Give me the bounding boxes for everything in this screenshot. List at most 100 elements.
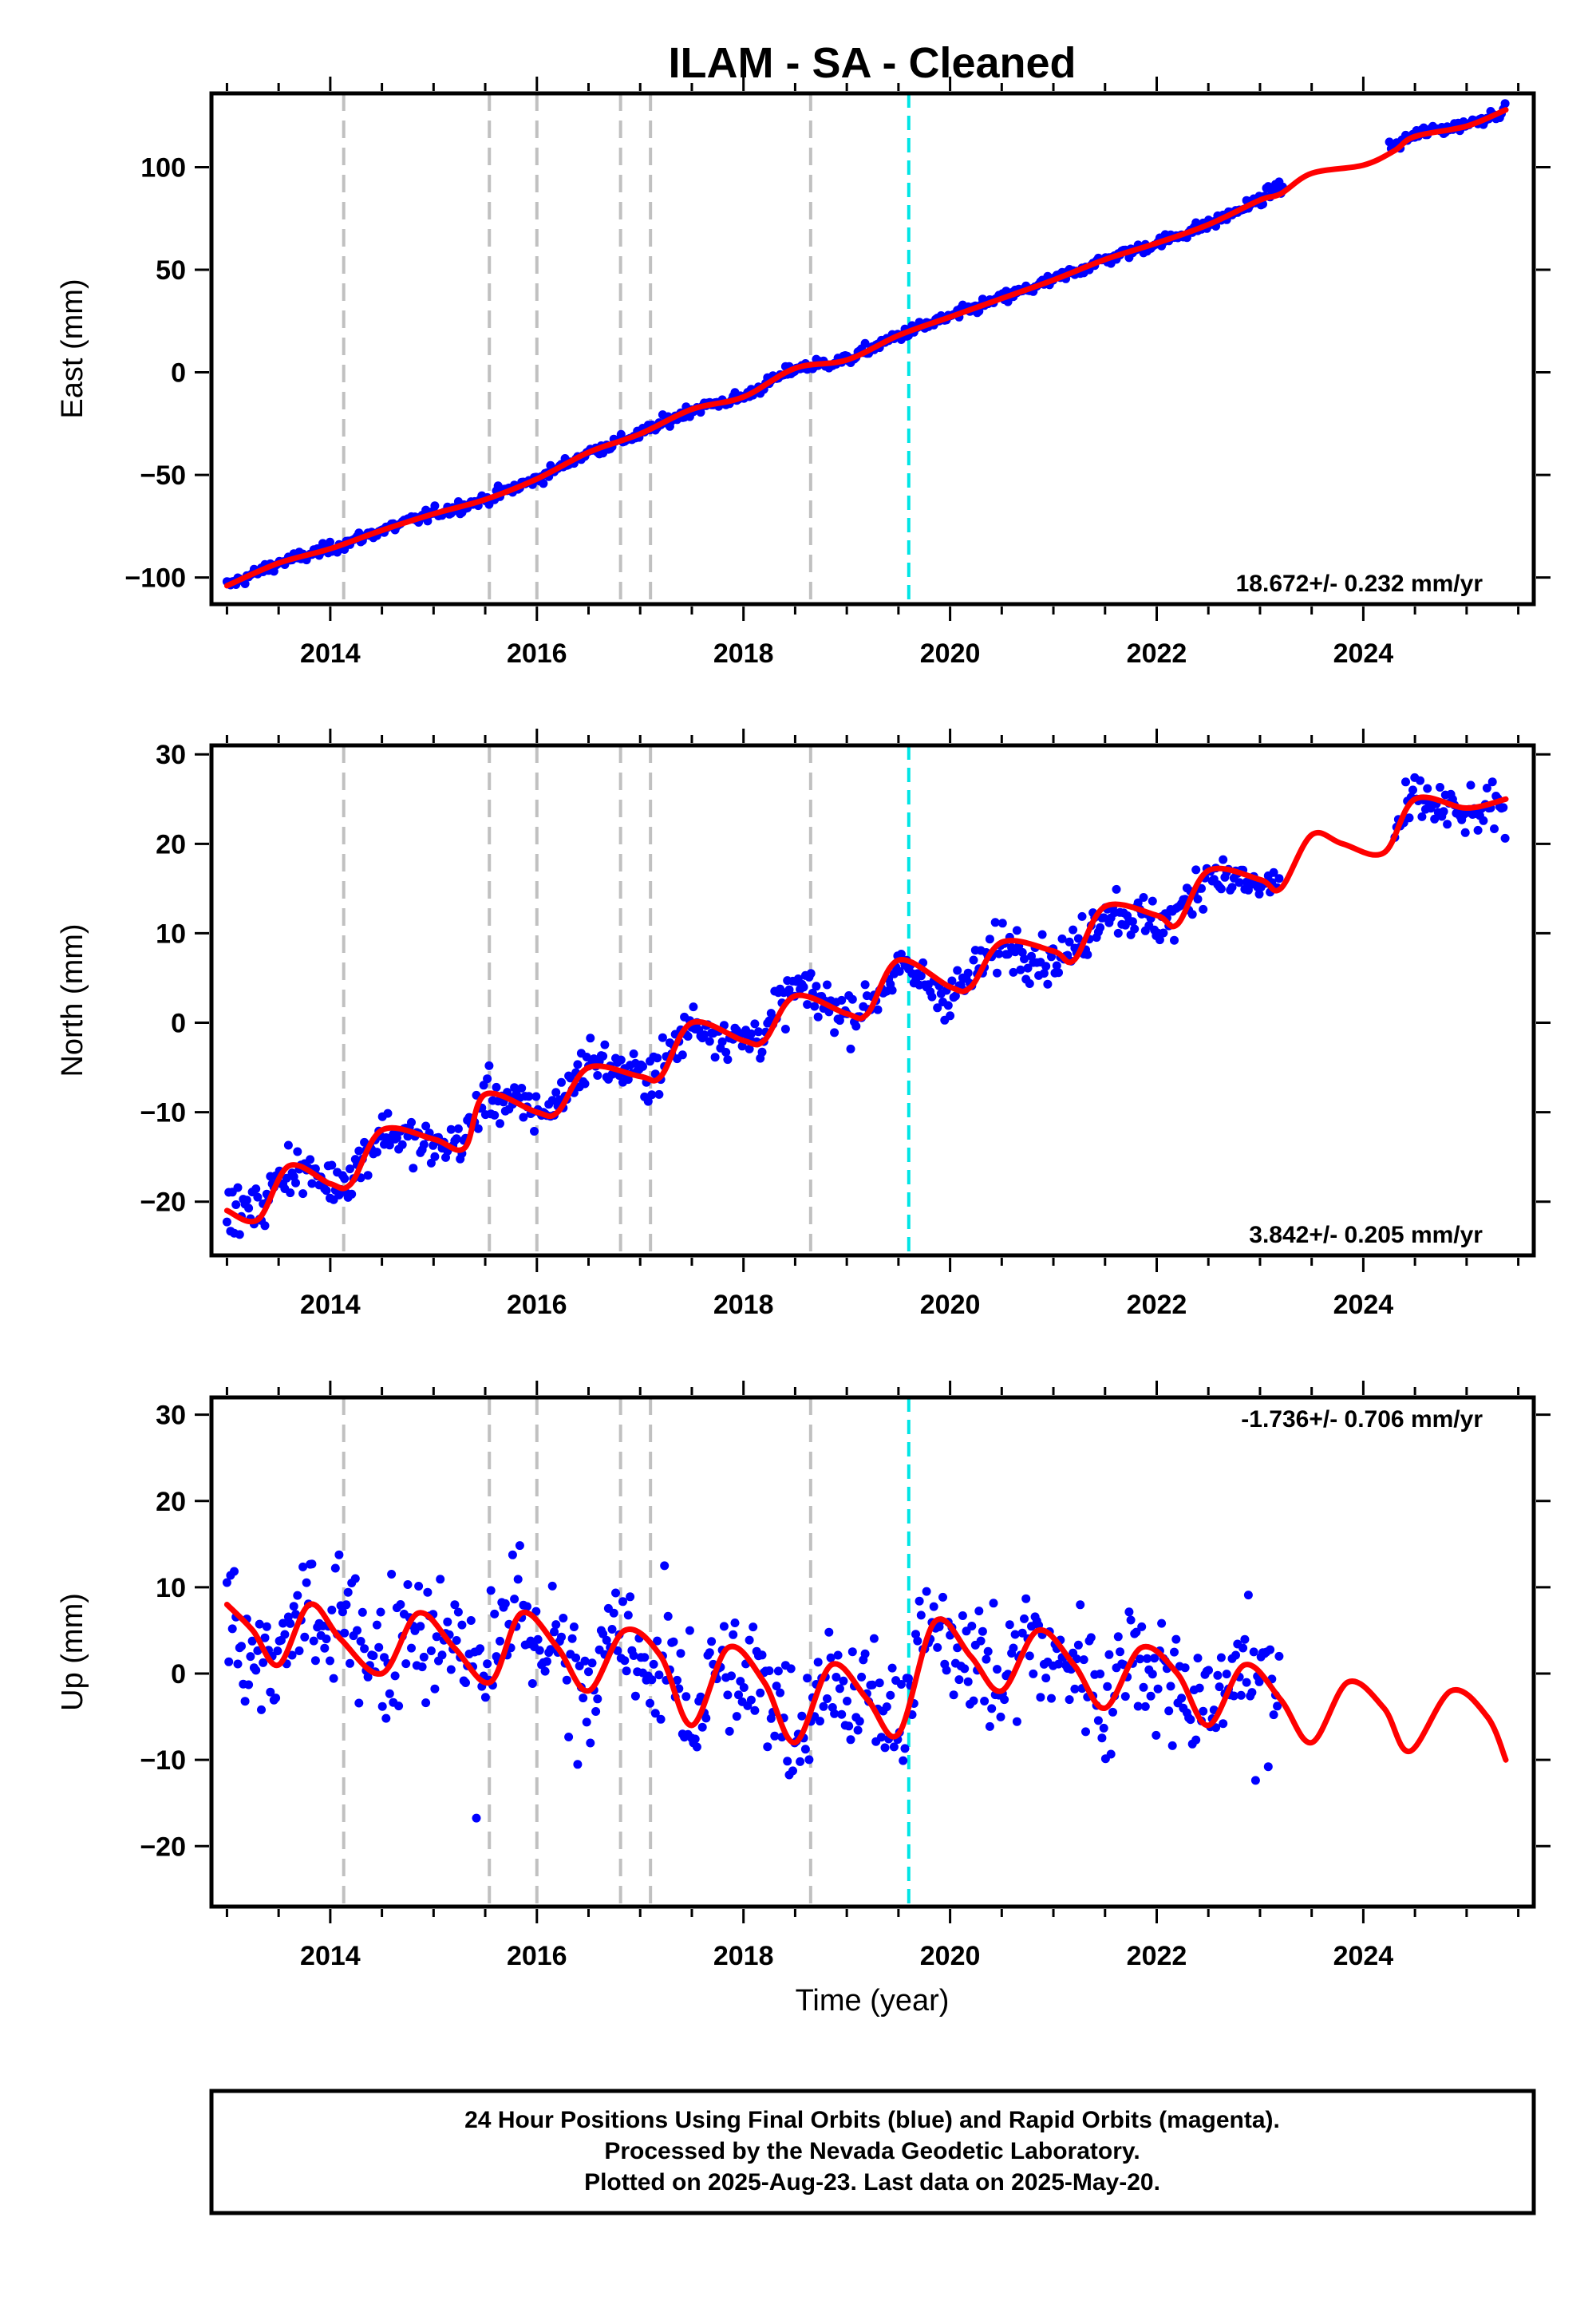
north-data-point (580, 1079, 590, 1089)
up-data-point (385, 1689, 394, 1698)
north-data-point (873, 1005, 883, 1014)
up-data-point (773, 1666, 783, 1676)
up-data-point (611, 1588, 620, 1598)
up-data-point (974, 1607, 984, 1616)
north-data-point (291, 1178, 300, 1188)
east-plot-frame (209, 91, 1536, 607)
north-data-point (638, 1061, 647, 1071)
up-data-point (1242, 1678, 1251, 1687)
up-data-point (557, 1632, 566, 1642)
north-y-tick-label: −20 (140, 1188, 186, 1218)
up-data-point (1274, 1651, 1284, 1661)
north-data-point (813, 1012, 823, 1022)
up-data-point (844, 1721, 854, 1731)
north-data-point (1069, 925, 1078, 935)
north-data-point (524, 1092, 534, 1101)
up-data-point (1204, 1666, 1213, 1675)
up-data-point (508, 1550, 517, 1559)
up-data-point (1137, 1622, 1147, 1631)
up-data-point (1180, 1663, 1190, 1673)
north-data-point (1047, 952, 1056, 962)
up-data-point (949, 1690, 958, 1700)
up-data-point (1116, 1647, 1124, 1657)
up-data-point (262, 1622, 271, 1631)
north-data-point (347, 1189, 357, 1199)
up-data-point (622, 1666, 631, 1676)
up-data-point (685, 1626, 694, 1635)
up-data-point (417, 1662, 427, 1672)
north-data-point (1113, 928, 1123, 938)
up-data-point (1152, 1730, 1161, 1740)
north-data-point (397, 1140, 407, 1149)
north-data-point (860, 980, 870, 990)
up-data-point (457, 1620, 467, 1630)
north-data-point (1401, 777, 1410, 787)
north-data-point (1148, 896, 1157, 906)
up-data-point (1191, 1735, 1201, 1745)
up-data-point (900, 1744, 910, 1753)
up-data-point (280, 1630, 290, 1639)
up-data-point (626, 1592, 635, 1602)
up-data-point (783, 1757, 792, 1766)
up-data-point (327, 1605, 337, 1614)
up-data-point (1010, 1630, 1020, 1639)
up-data-point (1140, 1701, 1150, 1711)
up-x-tick-label: 2024 (1333, 1941, 1394, 1971)
up-data-point (358, 1607, 367, 1617)
up-data-point (562, 1675, 571, 1685)
up-data-point (839, 1676, 848, 1686)
up-data-point (776, 1688, 785, 1697)
north-data-point (1039, 969, 1049, 978)
up-data-point (701, 1713, 711, 1723)
north-data-point (452, 1134, 461, 1144)
footer-line-1: 24 Hour Positions Using Final Orbits (bl… (464, 2107, 1280, 2133)
up-data-point (646, 1698, 654, 1708)
east-x-tick-label: 2016 (507, 638, 567, 669)
north-data-point (1170, 935, 1179, 945)
east-data-point (860, 338, 870, 348)
up-data-point (1113, 1632, 1123, 1642)
up-data-point (227, 1624, 237, 1634)
east-data-point (539, 479, 548, 488)
up-data-point (450, 1600, 460, 1610)
up-data-point (770, 1731, 780, 1741)
north-data-point (946, 1011, 955, 1021)
north-data-point (947, 976, 957, 986)
up-x-tick-label: 2018 (713, 1941, 774, 1971)
up-data-point (1021, 1594, 1031, 1603)
north-data-point (887, 986, 897, 995)
up-data-point (1240, 1634, 1250, 1644)
up-data-point (705, 1648, 714, 1658)
north-data-point (346, 1164, 354, 1174)
north-data-point (985, 935, 994, 944)
up-data-point (1132, 1627, 1141, 1637)
up-data-point (1219, 1719, 1228, 1729)
up-data-point (1186, 1715, 1195, 1725)
north-data-point (993, 968, 1001, 978)
up-data-point (1120, 1692, 1130, 1701)
up-data-point (582, 1717, 591, 1727)
up-data-point (846, 1735, 855, 1745)
north-model-fit-line (223, 794, 1509, 1225)
up-data-point (419, 1652, 429, 1662)
north-y-tick-label: 10 (156, 919, 186, 949)
up-data-point (377, 1701, 387, 1711)
up-data-point (1213, 1670, 1223, 1680)
up-data-point (579, 1694, 588, 1703)
north-data-point (407, 1117, 416, 1127)
up-data-point (298, 1562, 308, 1571)
up-data-point (309, 1636, 318, 1646)
up-data-point (875, 1678, 884, 1688)
up-data-point (374, 1642, 384, 1652)
north-data-point (705, 1037, 714, 1046)
north-data-point (963, 968, 973, 978)
up-data-point (1009, 1643, 1018, 1653)
north-x-tick-label: 2022 (1127, 1290, 1187, 1320)
up-data-point (253, 1646, 263, 1655)
up-data-point (1193, 1654, 1203, 1663)
up-data-point (407, 1643, 416, 1653)
east-data-point (1500, 99, 1510, 109)
up-data-point (650, 1709, 660, 1718)
up-data-point (786, 1664, 796, 1674)
north-data-point (307, 1179, 317, 1188)
